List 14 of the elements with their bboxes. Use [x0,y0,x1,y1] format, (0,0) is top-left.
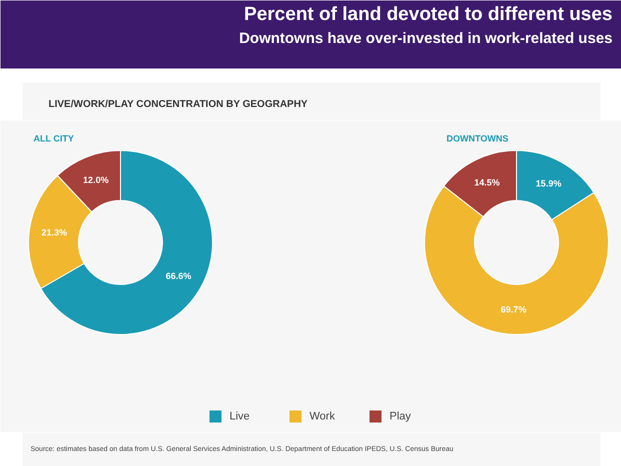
text: Downtowns have over-invested in work-related uses [239,30,613,47]
data-label: 66.6% [166,271,192,281]
legend-label: Work [310,410,336,422]
text: LIVE/WORK/PLAY CONCENTRATION BY GEOGRAPHY [48,99,308,110]
data-label: 69.7% [500,304,526,314]
text: Percent of land devoted to different uses [244,4,613,25]
legend-label: Live [230,410,250,422]
chart-title: DOWNTOWNS [446,134,508,144]
data-label: 15.9% [536,178,562,189]
data-label: 21.3% [41,228,67,238]
chart-title: ALL CITY [34,134,74,144]
data-label: 14.5% [474,177,500,188]
legend-label: Play [390,410,412,422]
data-label: 12.0% [83,175,109,186]
